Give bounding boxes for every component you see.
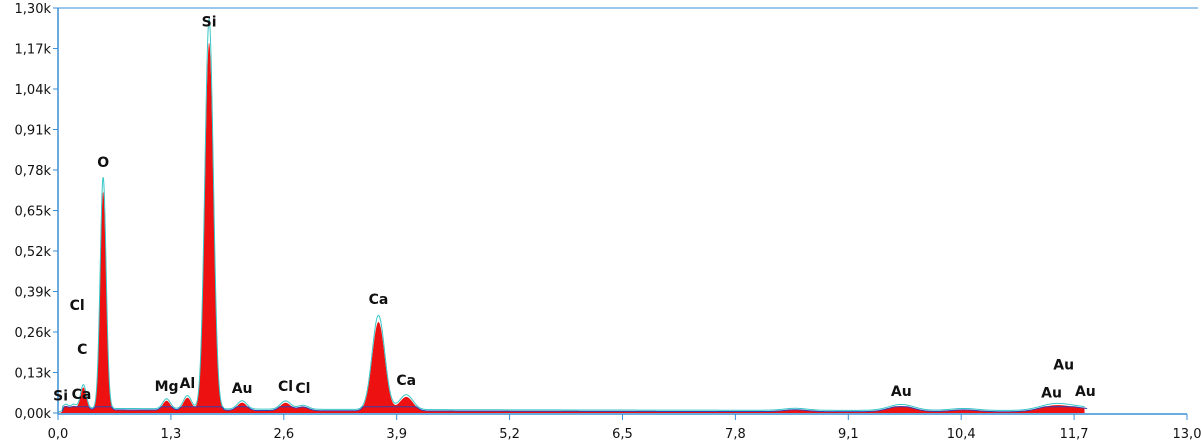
peak-label-mg: Mg bbox=[155, 379, 179, 395]
y-tick-label: 0,52k bbox=[15, 245, 52, 260]
x-tick-label: 0,0 bbox=[48, 427, 69, 442]
y-tick-label: 0,39k bbox=[15, 286, 52, 301]
peak-label-au: Au bbox=[1053, 357, 1074, 373]
y-tick-label: 0,65k bbox=[15, 205, 52, 220]
peak-label-ca: Ca bbox=[72, 387, 92, 403]
peak-label-cl: Cl bbox=[295, 381, 310, 397]
peak-label-au: Au bbox=[891, 384, 912, 400]
peak-label-au: Au bbox=[232, 381, 253, 397]
peak-label-al: Al bbox=[180, 376, 196, 392]
x-axis-tick-labels: 0,0 1,3 2,6 3,9 5,2 6,5 7,8 9,1 10,4 11,7 13,0 bbox=[48, 427, 1201, 442]
y-tick-label: 0,00k bbox=[15, 407, 52, 422]
y-tick-label: 0,78k bbox=[15, 164, 52, 179]
peak-label-au: Au bbox=[1075, 384, 1096, 400]
x-tick-label: 9,1 bbox=[838, 427, 859, 442]
x-tick-label: 2,6 bbox=[273, 427, 294, 442]
peak-label-cl: Cl bbox=[278, 379, 293, 395]
y-tick-label: 0,26k bbox=[15, 326, 52, 341]
x-tick-label: 1,3 bbox=[161, 427, 182, 442]
peak-label-o: O bbox=[97, 155, 109, 171]
x-tick-label: 11,7 bbox=[1060, 427, 1089, 442]
spectrum-baseline bbox=[61, 406, 1088, 413]
x-tick-label: 13,0 bbox=[1173, 427, 1201, 442]
spectrum-outline bbox=[57, 17, 1088, 413]
y-tick-label: 1,04k bbox=[15, 83, 52, 98]
peak-label-cl: Cl bbox=[70, 298, 85, 314]
x-tick-label: 6,5 bbox=[612, 427, 633, 442]
x-tick-label: 3,9 bbox=[386, 427, 407, 442]
spectrum-envelope bbox=[57, 17, 1085, 413]
peak-label-ca: Ca bbox=[369, 292, 389, 308]
y-axis-tick-labels: 0,00k 0,13k 0,26k 0,39k 0,52k 0,65k 0,78k 0,91k… bbox=[15, 2, 52, 422]
peak-label-c: C bbox=[77, 342, 87, 358]
chart-axes bbox=[53, 7, 1198, 420]
x-tick-label: 5,2 bbox=[499, 427, 520, 442]
y-tick-label: 0,13k bbox=[15, 367, 52, 382]
x-tick-label: 10,4 bbox=[947, 427, 976, 442]
peak-label-au: Au bbox=[1041, 385, 1062, 401]
y-tick-label: 1,17k bbox=[15, 43, 52, 58]
y-tick-label: 1,30k bbox=[15, 2, 52, 17]
x-tick-label: 7,8 bbox=[725, 427, 746, 442]
peak-label-si: Si bbox=[53, 389, 68, 405]
y-tick-label: 0,91k bbox=[15, 124, 52, 139]
peak-label-si: Si bbox=[202, 15, 217, 31]
peak-label-ca: Ca bbox=[396, 373, 416, 389]
